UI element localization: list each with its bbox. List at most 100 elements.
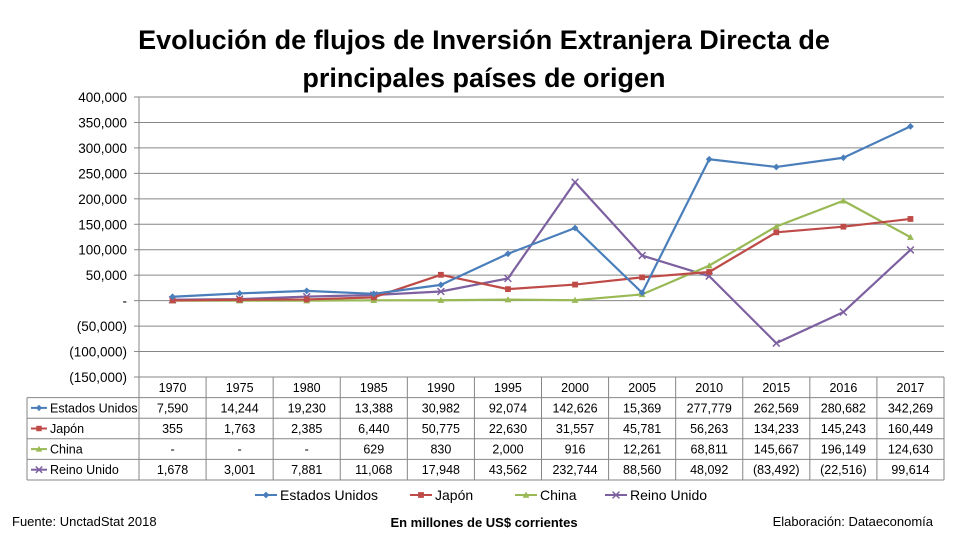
table-legend-marker: [36, 425, 42, 432]
legend-label: Reino Unido: [630, 487, 707, 503]
data-point: [236, 296, 243, 303]
data-point: [169, 293, 176, 301]
x-tick-label: 2005: [628, 381, 656, 395]
table-cell: 134,233: [754, 422, 799, 436]
data-point: [303, 296, 310, 303]
table-series-name: Japón: [50, 422, 84, 436]
table-cell: 48,092: [690, 463, 728, 477]
footer: Fuente: UnctadStat 2018 En millones de U…: [12, 514, 934, 530]
table-cell: 11,068: [355, 463, 392, 477]
table-series-name: Estados Unidos: [50, 401, 138, 415]
table-series-name: China: [50, 443, 83, 457]
table-cell: 262,569: [754, 401, 799, 415]
table-cell: 6,440: [358, 422, 389, 436]
table-cell: 92,074: [489, 401, 527, 415]
data-point: [907, 216, 914, 222]
data-point: [839, 154, 847, 162]
table-legend-key: [31, 425, 47, 432]
table-legend-marker: [35, 445, 43, 452]
table-cell: 3,001: [224, 463, 255, 477]
data-point: [907, 122, 914, 130]
data-point: [839, 308, 848, 317]
series-line: [172, 199, 911, 302]
table-cell: 160,449: [888, 422, 933, 436]
legend-marker: [522, 491, 530, 498]
legend-marker: [262, 491, 270, 499]
data-point: [437, 271, 444, 278]
table-cell: 830: [430, 443, 451, 457]
x-tick-label: 1990: [427, 381, 455, 395]
x-tick-label: 2017: [897, 381, 925, 395]
legend-key: [605, 491, 627, 499]
series-line: [172, 181, 912, 345]
data-point: [906, 245, 915, 254]
data-point: [505, 286, 511, 293]
data-point: [504, 274, 512, 283]
data-point: [236, 289, 244, 297]
table-legend-key: [31, 404, 47, 412]
legend-key: [515, 491, 537, 498]
table-cell: 14,244: [221, 401, 259, 415]
data-point: [705, 262, 713, 269]
x-tick-label: 1975: [226, 381, 254, 395]
table-cell: 280,682: [821, 401, 866, 415]
y-tick-label: (50,000): [77, 319, 127, 334]
chart-title: Evolución de flujos de Inversión Extranj…: [138, 25, 830, 93]
table-cell: 19,230: [288, 401, 326, 415]
data-point: [706, 269, 713, 275]
legend-label: China: [540, 487, 577, 503]
data-point: [504, 250, 512, 258]
legend-label: Japón: [435, 487, 473, 503]
data-table: 1970 1975 1980 1985 1990 1995 2000 2005 2010 2015…: [26, 376, 945, 481]
table-cell: 2,385: [291, 422, 322, 436]
legend-key: [410, 492, 432, 498]
data-point: [773, 229, 780, 236]
credit-note: Elaboración: Dataeconomía: [773, 514, 934, 529]
table-cell: 7,590: [157, 401, 188, 415]
x-tick-label: 2010: [695, 381, 723, 395]
data-point: [638, 289, 646, 297]
units-note: En millones de US$ corrientes: [390, 515, 577, 530]
data-point: [772, 163, 780, 171]
data-point: [907, 233, 914, 240]
table-cell: 629: [363, 443, 384, 457]
legend: Estados Unidos Japón China Reino Unido: [255, 487, 707, 503]
data-point: [571, 178, 579, 187]
data-point: [840, 223, 847, 230]
table-cell: 43,562: [489, 463, 527, 477]
chart-title-line-2: principales países de origen: [302, 63, 665, 93]
data-point: [772, 339, 781, 348]
table-cell: 31,557: [556, 422, 594, 436]
table-cell: 88,560: [623, 463, 661, 477]
data-point: [638, 251, 647, 260]
table-cell: 124,630: [888, 443, 933, 457]
data-point: [370, 290, 378, 298]
y-axis: 400,000 350,000 300,000 250,000 200,000 150,0…: [69, 90, 140, 385]
series-line: [172, 125, 911, 298]
y-tick-label: 200,000: [78, 192, 127, 207]
y-tick-label: -: [123, 294, 128, 309]
table-cell: 50,775: [422, 422, 460, 436]
table-cell: 2,000: [492, 443, 523, 457]
x-tick-label: 2016: [829, 381, 857, 395]
data-point: [436, 287, 445, 296]
data-point: [571, 224, 579, 232]
table-cell: 45,781: [623, 422, 661, 436]
table-legend-key: [31, 465, 47, 474]
data-point: [705, 155, 713, 163]
data-point: [572, 281, 578, 288]
y-tick-label: (150,000): [69, 370, 127, 385]
table-cell: -: [170, 443, 174, 457]
data-point: [437, 281, 445, 289]
y-tick-label: 400,000: [78, 90, 127, 105]
x-tick-label: 1970: [159, 381, 187, 395]
table-cell: 142,626: [552, 401, 597, 415]
data-point: [639, 274, 646, 281]
plot-area: [168, 122, 915, 348]
legend-marker: [612, 491, 620, 499]
y-tick-label: 100,000: [78, 243, 127, 258]
table-cell: 342,269: [888, 401, 933, 415]
table-cell: 15,369: [623, 401, 661, 415]
table-cell: 99,614: [891, 463, 929, 477]
gridlines: [139, 96, 944, 378]
